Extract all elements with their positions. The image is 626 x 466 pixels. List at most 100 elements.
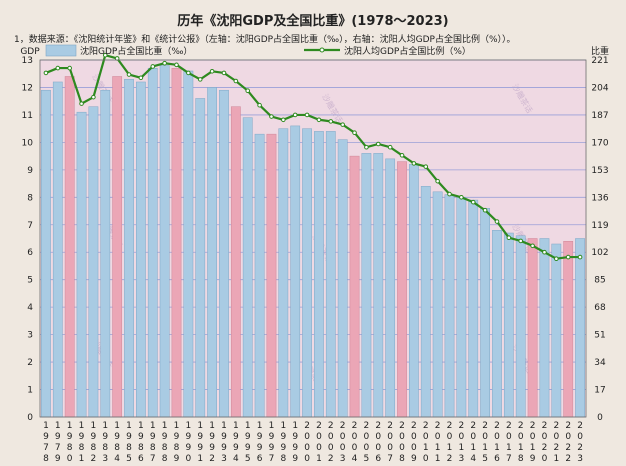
bar-2007	[385, 158, 396, 418]
data-source-note: 1，数据来源：《沈阳统计年鉴》和《统计公报》（左轴：沈阳GDP占全国比重（‰），…	[14, 33, 516, 45]
line-point-2021	[554, 256, 559, 261]
line-path	[45, 54, 581, 260]
line-point-1998	[281, 117, 286, 123]
right-tick-label: 34	[594, 358, 606, 368]
line-point-2023	[577, 254, 583, 260]
left-tick-label: 10	[22, 138, 34, 148]
line-point-2007	[387, 144, 393, 150]
left-tick-label: 0	[27, 413, 33, 423]
bar-1997	[266, 133, 277, 418]
line-point-1983	[102, 52, 108, 58]
right-tick-label: 85	[594, 276, 605, 286]
line-point-1991	[197, 77, 203, 82]
bar-2011	[432, 191, 443, 418]
bar-1986	[136, 81, 146, 418]
line-point-1980	[67, 65, 72, 71]
left-tick-label: 11	[22, 111, 33, 121]
line-point-1999	[292, 112, 298, 118]
left-tick-label: 13	[22, 56, 33, 66]
bar-2013	[456, 197, 467, 418]
right-tick-label: 136	[591, 193, 608, 203]
line-point-1992	[209, 69, 215, 74]
line-point-1982	[91, 94, 96, 100]
bar-1987	[147, 67, 158, 418]
right-tick-label: 0	[597, 413, 603, 423]
line-point-2013	[459, 195, 464, 200]
left-tick-label: 1	[27, 386, 33, 396]
left-tick-label: 7	[27, 221, 33, 231]
chart-title: 历年《沈阳GDP及全国比重》(1978～2023)	[177, 13, 448, 29]
bar-1992	[207, 87, 217, 418]
right-tick-label: 170	[591, 138, 608, 148]
bar-2002	[325, 131, 336, 418]
line-point-1995	[245, 88, 251, 93]
bar-1980	[64, 76, 75, 418]
right-axis-label: 比重	[591, 45, 609, 57]
line-point-2017	[506, 235, 512, 240]
bar-2017	[503, 232, 514, 418]
bar-1991	[195, 98, 206, 418]
line-point-1987	[150, 64, 156, 69]
line-point-2000	[304, 112, 310, 118]
right-tick-label: 68	[594, 303, 606, 313]
bar-1988	[159, 65, 170, 418]
bar-2008	[397, 161, 407, 418]
line-point-2006	[375, 141, 381, 147]
line-point-1990	[186, 70, 191, 76]
line-point-1994	[233, 78, 239, 84]
right-tick-label: 221	[591, 56, 608, 66]
bar-2016	[492, 230, 502, 418]
bar-1982	[88, 106, 99, 418]
right-tick-label: 204	[591, 83, 608, 93]
legend-line-marker	[319, 47, 325, 53]
line-point-2018	[518, 238, 524, 244]
bar-2019	[527, 238, 538, 418]
line-point-2004	[352, 130, 357, 135]
line-series	[43, 52, 583, 261]
line-point-1986	[138, 75, 144, 81]
line-point-2015	[482, 207, 488, 213]
line-point-1988	[162, 60, 167, 66]
line-point-2020	[542, 249, 547, 255]
line-point-1978	[43, 70, 49, 76]
bar-1979	[52, 81, 63, 418]
bar-series	[41, 65, 585, 418]
line-point-2009	[411, 161, 417, 166]
line-point-2001	[316, 117, 322, 123]
bar-2014	[468, 199, 479, 418]
bar-1994	[230, 106, 241, 418]
line-point-2005	[364, 144, 369, 150]
bar-1985	[124, 78, 134, 418]
bar-2012	[444, 194, 455, 418]
legend-bar-label: 沈阳GDP占全国比重（‰）	[80, 45, 192, 57]
